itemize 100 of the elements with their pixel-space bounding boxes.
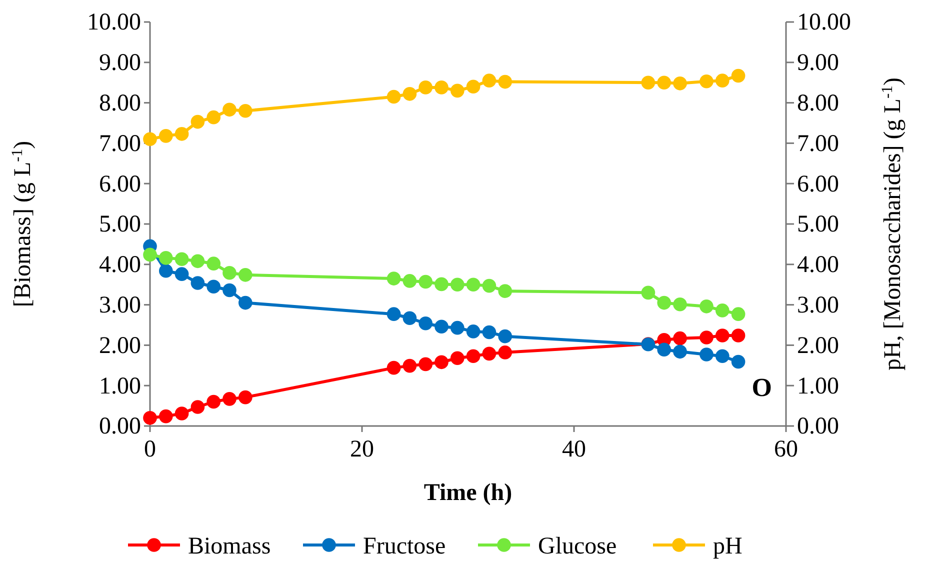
point bbox=[238, 390, 252, 404]
point bbox=[206, 394, 221, 409]
point bbox=[418, 357, 433, 372]
point bbox=[190, 276, 205, 290]
point bbox=[190, 114, 205, 129]
point bbox=[418, 274, 433, 289]
point bbox=[700, 300, 714, 314]
point bbox=[641, 286, 656, 300]
point bbox=[700, 330, 714, 344]
point bbox=[466, 349, 480, 364]
point bbox=[715, 349, 730, 364]
point bbox=[222, 283, 236, 298]
legend-label: pH bbox=[713, 533, 742, 560]
y-tick-label: 7.00 bbox=[99, 130, 141, 157]
point bbox=[700, 348, 714, 362]
point bbox=[466, 278, 480, 292]
point bbox=[482, 74, 496, 88]
point bbox=[498, 284, 512, 298]
point bbox=[450, 278, 464, 292]
point bbox=[715, 74, 730, 88]
point bbox=[402, 87, 417, 101]
point bbox=[657, 76, 672, 90]
point bbox=[434, 277, 448, 292]
point bbox=[434, 355, 448, 370]
x-tick-label: 0 bbox=[144, 436, 156, 463]
point bbox=[466, 80, 480, 94]
point bbox=[174, 267, 189, 281]
point bbox=[190, 400, 205, 414]
point bbox=[700, 74, 714, 88]
point bbox=[238, 296, 252, 310]
point bbox=[158, 264, 173, 278]
x-axis-title: Time (h) bbox=[424, 480, 512, 506]
y2-tick-label: 6.00 bbox=[797, 171, 839, 198]
point bbox=[657, 342, 672, 357]
y-tick-label: 10.00 bbox=[87, 10, 141, 36]
point bbox=[238, 104, 252, 118]
y-tick-label: 5.00 bbox=[99, 212, 141, 238]
legend-label: Fructose bbox=[363, 533, 446, 560]
point bbox=[386, 360, 401, 375]
point bbox=[206, 256, 221, 270]
point bbox=[731, 354, 746, 369]
x-tick-label: 20 bbox=[350, 436, 374, 463]
y2-tick-label: 7.00 bbox=[797, 130, 839, 157]
point bbox=[386, 272, 401, 286]
point bbox=[498, 329, 512, 344]
point bbox=[498, 74, 512, 89]
point bbox=[657, 296, 672, 310]
point bbox=[673, 331, 687, 346]
legend-label: Glucose bbox=[538, 533, 617, 560]
y2-tick-label: 4.00 bbox=[797, 252, 839, 278]
point bbox=[143, 248, 157, 262]
point bbox=[673, 76, 687, 90]
y-tick-label: 9.00 bbox=[99, 50, 141, 76]
point bbox=[673, 344, 687, 359]
point bbox=[715, 304, 730, 318]
annotation: O bbox=[752, 372, 772, 402]
y-tick-label: 4.00 bbox=[99, 252, 141, 278]
point bbox=[450, 320, 464, 335]
point bbox=[434, 80, 448, 94]
y-tick-label: 2.00 bbox=[99, 332, 141, 359]
point bbox=[402, 358, 417, 373]
point bbox=[715, 328, 730, 342]
point bbox=[174, 127, 189, 141]
y-tick-label: 6.00 bbox=[99, 171, 141, 198]
point bbox=[434, 320, 448, 334]
point bbox=[482, 346, 496, 361]
y2-tick-label: 2.00 bbox=[797, 332, 839, 359]
y2-tick-label: 8.00 bbox=[797, 90, 839, 116]
point bbox=[174, 406, 189, 420]
point bbox=[673, 298, 687, 312]
point bbox=[731, 68, 746, 83]
point bbox=[402, 274, 417, 288]
point bbox=[482, 325, 496, 340]
y2-tick-label: 5.00 bbox=[797, 212, 839, 238]
point bbox=[731, 307, 746, 321]
point bbox=[641, 76, 656, 90]
point bbox=[143, 132, 157, 146]
point bbox=[158, 251, 173, 265]
y2-tick-label: 9.00 bbox=[797, 50, 839, 76]
y-tick-label: 3.00 bbox=[99, 292, 141, 318]
point bbox=[731, 328, 746, 342]
y2-tick-label: 1.00 bbox=[797, 373, 839, 400]
point bbox=[482, 278, 496, 293]
point bbox=[222, 266, 236, 280]
point bbox=[158, 409, 173, 424]
point bbox=[386, 90, 401, 104]
point bbox=[386, 307, 401, 321]
point bbox=[402, 311, 417, 326]
point bbox=[466, 324, 480, 338]
y2-tick-label: 10.00 bbox=[797, 10, 851, 36]
point bbox=[418, 316, 433, 330]
point bbox=[174, 252, 189, 266]
point bbox=[206, 110, 221, 124]
y-tick-label: 0.00 bbox=[99, 414, 141, 440]
y-tick-label: 1.00 bbox=[99, 373, 141, 400]
point bbox=[450, 351, 464, 366]
y-tick-label: 8.00 bbox=[99, 90, 141, 116]
y2-tick-label: 3.00 bbox=[797, 292, 839, 318]
point bbox=[190, 254, 205, 268]
point bbox=[158, 129, 173, 143]
